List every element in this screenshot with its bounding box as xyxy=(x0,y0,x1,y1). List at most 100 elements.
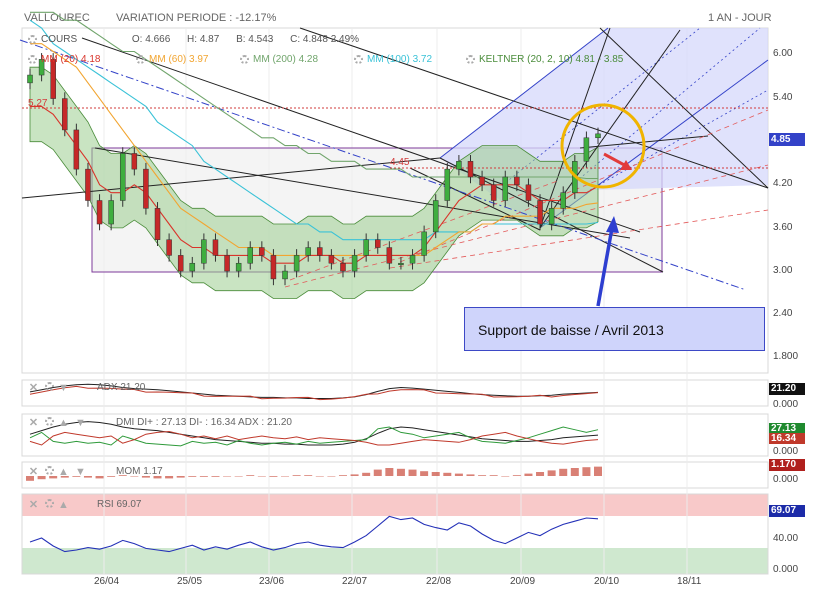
candle-body xyxy=(363,239,369,256)
candle-body xyxy=(583,137,590,162)
candle-body xyxy=(467,161,474,178)
dmi-tag2-bg xyxy=(769,433,805,444)
dmi-plus-value: DI+ : 27.13 xyxy=(137,417,187,428)
price-tick: 5.40 xyxy=(773,92,793,103)
momentum-bar xyxy=(489,475,498,476)
arrow-up-icon[interactable]: ▲ xyxy=(58,417,69,429)
dmi-minus-line xyxy=(29,430,599,446)
gear-icon[interactable] xyxy=(45,466,54,475)
rsi-overbought-zone xyxy=(22,494,768,516)
arrow-up-icon[interactable]: ▲ xyxy=(58,466,69,478)
keltner-legend: KELTNER (20, 2, 10) 4.81 - 3.85 xyxy=(466,54,623,65)
ticker-title: VALLOUREC xyxy=(24,12,90,24)
keltner-band xyxy=(29,66,599,299)
candle-body xyxy=(270,255,277,280)
ma200-value: 4.28 xyxy=(298,54,319,65)
momentum-bar xyxy=(350,474,359,476)
momentum-bar xyxy=(420,471,429,476)
dmi-panel-frame xyxy=(21,413,769,457)
red-fan-1 xyxy=(284,164,769,288)
momentum-bar xyxy=(118,475,127,476)
gear-icon[interactable] xyxy=(45,417,54,426)
gear-icon[interactable] xyxy=(466,55,475,64)
candle-body xyxy=(409,255,416,264)
momentum-bar xyxy=(281,476,290,477)
ma60-value: 3.97 xyxy=(189,54,209,65)
candle-body xyxy=(247,247,253,264)
date-tick: 22/08 xyxy=(426,576,452,587)
mom-panel-frame xyxy=(21,461,769,489)
momentum-bar xyxy=(478,475,487,476)
momentum-bar xyxy=(292,475,301,476)
candle-body xyxy=(96,200,103,225)
red-arrow-head xyxy=(620,160,632,170)
candle-body xyxy=(143,168,149,209)
date-tick: 20/10 xyxy=(594,576,620,587)
gear-icon[interactable] xyxy=(28,55,37,64)
date-tick: 18/11 xyxy=(677,576,702,587)
dmi-legend: DMI DI+ : 27.13 DI- : 16.34 ADX : 21.20 xyxy=(116,417,292,428)
momentum-bars xyxy=(26,466,602,481)
candle-body xyxy=(73,129,80,170)
candle-body xyxy=(177,255,184,272)
candle-body xyxy=(548,208,555,225)
date-tick: 23/06 xyxy=(259,576,285,587)
candle-body xyxy=(595,133,601,139)
keltner-label: KELTNER (20, 2, 10) xyxy=(479,54,573,65)
gear-icon[interactable] xyxy=(240,55,249,64)
period-selector[interactable]: 1 AN - JOUR xyxy=(708,12,772,24)
arrow-down-icon[interactable]: ▼ xyxy=(75,466,86,478)
gear-icon[interactable] xyxy=(28,35,37,44)
candle-body xyxy=(224,255,230,272)
momentum-bar xyxy=(547,470,556,476)
keltner-value: 4.81 - 3.85 xyxy=(575,54,624,65)
dmi-zero: 0.000 xyxy=(773,446,799,457)
momentum-bar xyxy=(165,476,174,479)
candle-body xyxy=(293,255,300,272)
arrow-up-icon[interactable]: ▲ xyxy=(58,499,69,511)
blue-pointer-head xyxy=(606,216,619,233)
dmi-adx-line xyxy=(29,421,599,446)
ma100-value: 3.72 xyxy=(412,54,433,65)
momentum-bar xyxy=(107,476,116,477)
momentum-bar xyxy=(234,476,243,477)
momentum-bar xyxy=(512,475,521,476)
close-icon[interactable]: ✕ xyxy=(28,417,39,429)
momentum-bar xyxy=(304,475,313,476)
rsi-tag-bg xyxy=(769,505,805,517)
gear-icon[interactable] xyxy=(354,55,363,64)
candle-body xyxy=(154,208,161,240)
ma60-label: MM (60) xyxy=(149,54,187,65)
blue-pointer-arrow xyxy=(596,227,614,307)
momentum-bar xyxy=(373,469,382,476)
close-icon[interactable]: ✕ xyxy=(28,466,39,478)
momentum-bar xyxy=(60,476,69,478)
gear-icon[interactable] xyxy=(45,382,54,391)
downtrend-line-1 xyxy=(81,37,641,233)
channel-dotted-3 xyxy=(589,89,769,191)
price-tick: 4.20 xyxy=(773,178,793,189)
cours-label: COURS xyxy=(41,34,78,45)
ma60-legend: MM (60) 3.97 xyxy=(136,54,208,65)
candle-body xyxy=(432,200,439,233)
arrow-down-icon[interactable]: ▼ xyxy=(75,417,86,429)
momentum-bar xyxy=(559,468,568,476)
ohlc-low: B: 4.543 xyxy=(236,34,274,45)
date-tick: 26/04 xyxy=(94,576,120,587)
adx-signal-line xyxy=(29,385,599,401)
date-tick: 22/07 xyxy=(342,576,368,587)
rsi-label: RSI xyxy=(97,499,114,510)
candle-body xyxy=(50,59,56,99)
momentum-bar xyxy=(501,476,510,477)
close-icon[interactable]: ✕ xyxy=(28,382,39,394)
close-icon[interactable]: ✕ xyxy=(28,499,39,511)
momentum-bar xyxy=(130,476,139,477)
gear-icon[interactable] xyxy=(136,55,145,64)
arrow-down-icon[interactable]: ▼ xyxy=(58,382,69,394)
mom-tag-bg xyxy=(769,459,805,471)
dmi-minus-value: DI- : 16.34 xyxy=(189,417,236,428)
rsi-tag: 69.07 xyxy=(771,505,797,516)
candle-body xyxy=(398,262,404,265)
gear-icon[interactable] xyxy=(45,499,54,508)
